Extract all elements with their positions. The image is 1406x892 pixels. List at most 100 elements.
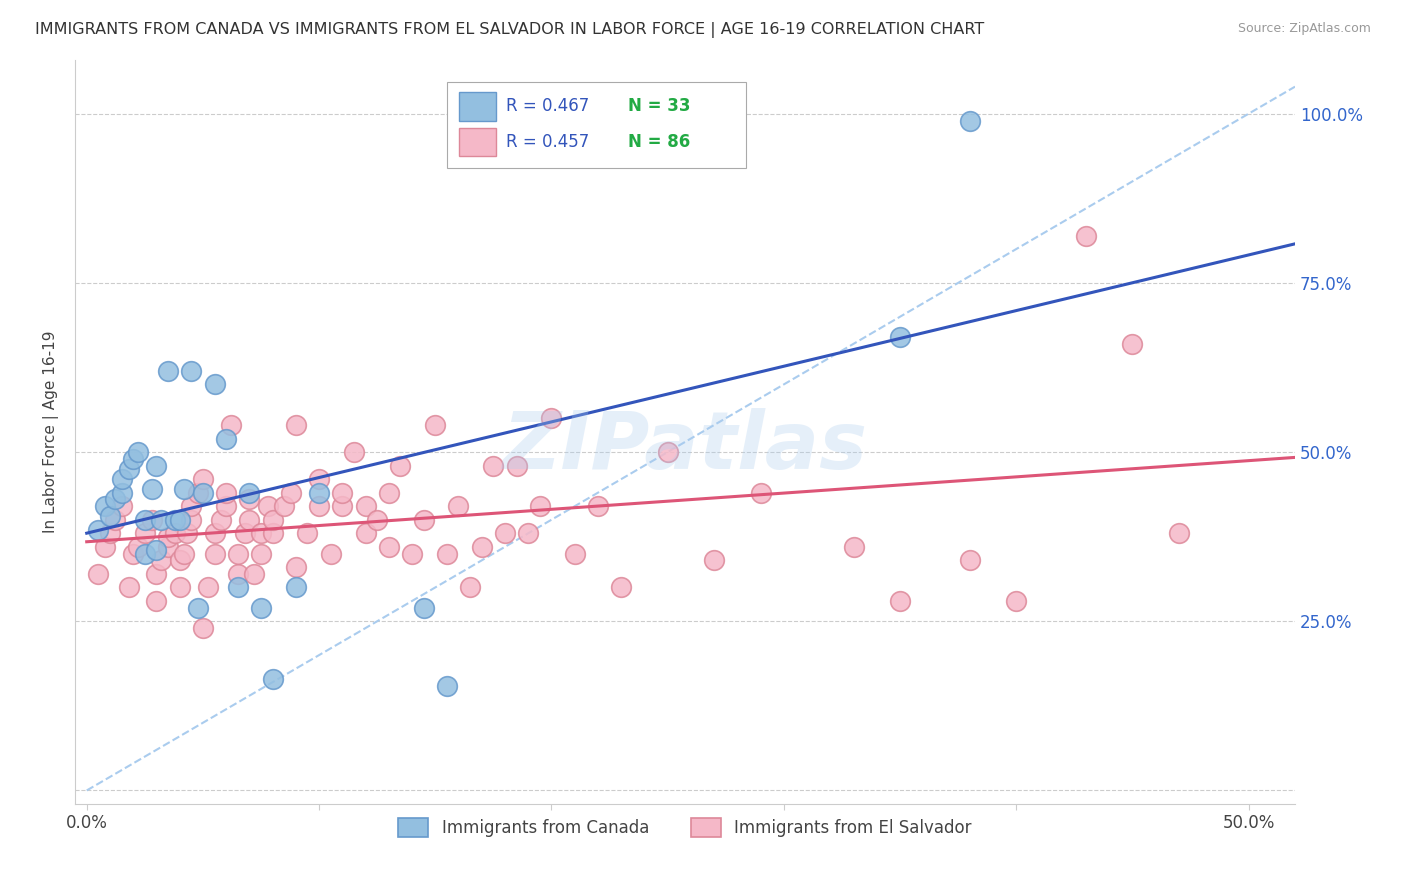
Point	[284, 417, 307, 432]
Point	[157, 540, 180, 554]
Text: N = 86: N = 86	[627, 133, 690, 152]
Point	[150, 513, 173, 527]
Point	[180, 500, 202, 514]
Point	[150, 553, 173, 567]
Point	[308, 485, 330, 500]
Point	[1005, 594, 1028, 608]
Point	[354, 526, 377, 541]
Point	[243, 566, 266, 581]
Point	[163, 513, 186, 527]
Point	[378, 540, 401, 554]
Point	[110, 472, 132, 486]
Point	[250, 526, 273, 541]
Point	[517, 526, 540, 541]
Text: Source: ZipAtlas.com: Source: ZipAtlas.com	[1237, 22, 1371, 36]
Point	[262, 513, 284, 527]
Point	[122, 451, 145, 466]
Point	[412, 600, 434, 615]
Text: R = 0.467: R = 0.467	[506, 97, 589, 115]
Point	[134, 547, 156, 561]
Point	[330, 485, 353, 500]
Y-axis label: In Labor Force | Age 16-19: In Labor Force | Age 16-19	[44, 331, 59, 533]
Point	[657, 445, 679, 459]
Point	[257, 500, 280, 514]
Point	[458, 581, 481, 595]
Point	[412, 513, 434, 527]
FancyBboxPatch shape	[460, 128, 496, 156]
Point	[211, 513, 233, 527]
Point	[749, 485, 772, 500]
Point	[262, 672, 284, 686]
Point	[180, 513, 202, 527]
Point	[145, 458, 167, 473]
Point	[529, 500, 551, 514]
Point	[366, 513, 388, 527]
Point	[250, 547, 273, 561]
Point	[505, 458, 527, 473]
Point	[273, 500, 295, 514]
Point	[959, 113, 981, 128]
Point	[226, 581, 249, 595]
Point	[215, 485, 238, 500]
Point	[110, 500, 132, 514]
Point	[145, 543, 167, 558]
Point	[436, 679, 458, 693]
Point	[98, 526, 121, 541]
Text: ZIPatlas: ZIPatlas	[502, 408, 868, 485]
Point	[117, 462, 139, 476]
Text: N = 33: N = 33	[627, 97, 690, 115]
Point	[226, 547, 249, 561]
Point	[169, 553, 191, 567]
Point	[586, 500, 609, 514]
Point	[889, 594, 911, 608]
Point	[1121, 336, 1143, 351]
Point	[145, 594, 167, 608]
Point	[94, 500, 117, 514]
Point	[180, 364, 202, 378]
Point	[308, 500, 330, 514]
Point	[308, 472, 330, 486]
Point	[889, 330, 911, 344]
Text: IMMIGRANTS FROM CANADA VS IMMIGRANTS FROM EL SALVADOR IN LABOR FORCE | AGE 16-19: IMMIGRANTS FROM CANADA VS IMMIGRANTS FRO…	[35, 22, 984, 38]
Text: R = 0.457: R = 0.457	[506, 133, 589, 152]
Point	[215, 432, 238, 446]
Point	[330, 500, 353, 514]
Point	[134, 526, 156, 541]
Point	[703, 553, 725, 567]
Point	[204, 547, 226, 561]
FancyBboxPatch shape	[460, 93, 496, 120]
Point	[117, 581, 139, 595]
Point	[176, 526, 198, 541]
Point	[471, 540, 494, 554]
Point	[145, 566, 167, 581]
Point	[343, 445, 366, 459]
Point	[425, 417, 447, 432]
Point	[122, 547, 145, 561]
Point	[238, 485, 260, 500]
Point	[191, 472, 214, 486]
Point	[141, 513, 163, 527]
Point	[297, 526, 319, 541]
Point	[187, 600, 209, 615]
Point	[127, 540, 149, 554]
FancyBboxPatch shape	[447, 82, 747, 168]
Point	[173, 483, 195, 497]
Point	[354, 500, 377, 514]
Point	[262, 526, 284, 541]
Point	[169, 513, 191, 527]
Point	[104, 492, 127, 507]
Point	[98, 509, 121, 524]
Point	[238, 513, 260, 527]
Point	[842, 540, 865, 554]
Point	[1074, 228, 1097, 243]
Point	[157, 530, 180, 544]
Point	[564, 547, 586, 561]
Point	[389, 458, 412, 473]
Point	[104, 513, 127, 527]
Point	[226, 566, 249, 581]
Point	[110, 485, 132, 500]
Point	[134, 513, 156, 527]
Point	[87, 523, 110, 537]
Point	[1167, 526, 1189, 541]
Point	[284, 560, 307, 574]
